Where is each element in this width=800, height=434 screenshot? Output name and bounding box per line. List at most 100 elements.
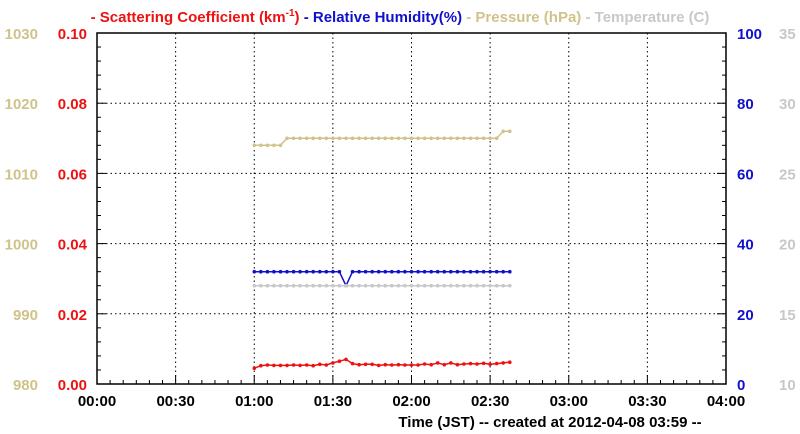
x-tick-label-0: 00:00 <box>78 393 116 410</box>
data-point-temperature-27 <box>429 283 434 288</box>
data-point-pressure-23 <box>403 136 407 141</box>
pressure-tick-label-2: 1000 <box>5 237 38 254</box>
humidity-tick-label-0: 0 <box>737 377 745 394</box>
data-point-scattering-23 <box>403 363 407 367</box>
data-point-pressure-16 <box>357 136 361 141</box>
data-point-pressure-33 <box>468 136 473 141</box>
legend-entry-2: Pressure (hPa) <box>475 9 581 26</box>
data-point-humidity-8 <box>304 269 309 274</box>
data-point-humidity-20 <box>383 269 388 274</box>
data-point-humidity-17 <box>363 269 368 274</box>
data-point-humidity-7 <box>298 269 302 274</box>
data-point-humidity-32 <box>462 269 466 274</box>
data-point-humidity-31 <box>455 269 460 274</box>
grid-lines <box>97 33 726 384</box>
data-point-temperature-29 <box>442 283 447 288</box>
data-point-temperature-6 <box>291 283 296 288</box>
data-point-humidity-19 <box>376 269 381 274</box>
data-point-scattering-17 <box>363 362 368 367</box>
data-point-pressure-14 <box>344 136 348 141</box>
data-point-pressure-31 <box>455 136 460 141</box>
data-point-pressure-38 <box>501 129 506 134</box>
data-point-humidity-13 <box>337 269 342 274</box>
data-point-pressure-8 <box>304 136 309 141</box>
pressure-tick-label-3: 1010 <box>5 166 38 183</box>
humidity-tick-label-3: 60 <box>737 166 754 183</box>
data-point-pressure-37 <box>494 136 499 141</box>
data-point-humidity-5 <box>285 269 289 274</box>
data-point-humidity-28 <box>435 269 440 274</box>
data-point-temperature-9 <box>311 283 316 288</box>
scattering-tick-label-0: 0.00 <box>58 377 87 394</box>
data-point-humidity-30 <box>449 269 453 274</box>
data-point-temperature-10 <box>318 283 322 288</box>
data-point-scattering-15 <box>350 361 355 366</box>
data-point-scattering-24 <box>409 363 414 367</box>
data-point-humidity-26 <box>422 269 427 274</box>
data-point-temperature-39 <box>508 283 512 288</box>
x-tick-label-5: 02:30 <box>471 393 509 410</box>
series-group <box>252 129 512 371</box>
data-point-temperature-18 <box>370 283 375 288</box>
data-point-temperature-25 <box>416 283 420 288</box>
x-tick-label-8: 04:00 <box>707 393 745 410</box>
humidity-tick-label-1: 20 <box>737 307 754 324</box>
data-point-humidity-3 <box>272 269 276 274</box>
data-point-temperature-8 <box>304 283 309 288</box>
data-point-scattering-20 <box>383 362 388 367</box>
data-point-scattering-27 <box>429 362 434 367</box>
data-point-scattering-39 <box>508 360 512 365</box>
data-point-temperature-34 <box>475 283 479 288</box>
data-point-scattering-28 <box>435 361 440 365</box>
data-point-temperature-38 <box>501 283 506 288</box>
data-point-temperature-37 <box>494 283 499 288</box>
legend-entry-3: Temperature (C) <box>595 9 710 26</box>
data-point-temperature-19 <box>376 283 381 288</box>
legend-dash-1: - <box>300 9 313 26</box>
data-point-pressure-20 <box>383 136 388 141</box>
pressure-tick-label-1: 990 <box>13 307 38 324</box>
data-point-scattering-2 <box>265 363 270 367</box>
x-tick-label-7: 03:30 <box>628 393 666 410</box>
data-point-pressure-7 <box>298 136 302 141</box>
data-point-scattering-35 <box>481 361 486 366</box>
data-point-humidity-2 <box>265 269 270 274</box>
data-point-pressure-26 <box>422 136 427 141</box>
data-point-temperature-21 <box>390 283 394 288</box>
data-point-temperature-12 <box>331 283 335 288</box>
data-point-scattering-21 <box>390 363 394 367</box>
scattering-tick-label-2: 0.04 <box>58 237 88 254</box>
data-point-scattering-16 <box>357 362 361 367</box>
legend-entry-0: Scattering Coefficient (km <box>100 9 286 26</box>
data-point-humidity-33 <box>468 269 473 274</box>
data-point-temperature-4 <box>278 283 283 288</box>
data-point-temperature-28 <box>435 283 440 288</box>
data-point-pressure-30 <box>449 136 453 141</box>
data-point-humidity-39 <box>508 269 512 274</box>
data-point-temperature-5 <box>285 283 289 288</box>
data-point-temperature-15 <box>350 283 355 288</box>
data-point-scattering-7 <box>298 363 302 368</box>
data-point-temperature-23 <box>403 283 407 288</box>
data-point-scattering-14 <box>344 357 348 362</box>
data-point-scattering-38 <box>501 361 506 365</box>
data-point-humidity-35 <box>481 269 486 274</box>
data-point-humidity-36 <box>488 269 492 274</box>
data-point-humidity-22 <box>396 269 401 274</box>
data-point-scattering-12 <box>331 361 335 365</box>
data-point-scattering-0 <box>252 366 257 371</box>
data-point-pressure-11 <box>324 136 329 141</box>
data-point-pressure-25 <box>416 136 420 141</box>
data-point-pressure-21 <box>390 136 394 141</box>
legend-dash-0: - <box>91 9 100 26</box>
data-point-scattering-33 <box>468 361 473 366</box>
data-point-humidity-38 <box>501 269 506 274</box>
data-point-humidity-18 <box>370 269 375 274</box>
data-point-scattering-31 <box>455 362 460 367</box>
data-point-pressure-0 <box>252 143 257 148</box>
data-point-pressure-18 <box>370 136 375 141</box>
data-point-pressure-5 <box>285 136 289 141</box>
data-point-scattering-32 <box>462 362 466 366</box>
data-point-humidity-29 <box>442 269 447 274</box>
